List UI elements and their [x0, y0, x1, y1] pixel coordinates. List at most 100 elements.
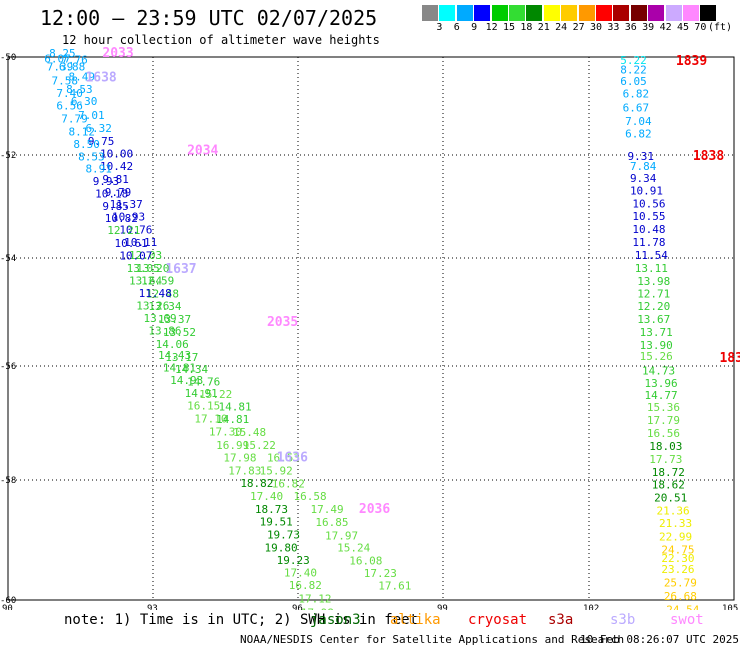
mission-altika: altika — [390, 612, 441, 628]
wave-height-value: 13.98 — [637, 275, 670, 288]
x-tick-label: 93 — [147, 604, 158, 610]
wave-height-value: 13.52 — [163, 326, 196, 339]
wave-height-value: 13.69 — [144, 312, 177, 325]
plot-frame — [7, 56, 735, 601]
wave-height-value: 8.53 — [66, 83, 93, 96]
wave-height-value: 18.03 — [649, 440, 682, 453]
wave-height-value: 15.22 — [243, 439, 276, 452]
wave-height-value: 14.81 — [163, 361, 196, 374]
wave-height-value: 14.81 — [216, 413, 249, 426]
wave-height-value: 10.42 — [100, 160, 133, 173]
wave-height-value: 16.99 — [216, 439, 249, 452]
color-scale-tick: 18 — [520, 22, 533, 33]
color-scale-tick: 39 — [642, 22, 655, 33]
mission-s3b: s3b — [610, 612, 636, 628]
wave-height-value: 16.82 — [272, 478, 305, 491]
wave-height-value: 12.03 — [129, 249, 162, 262]
wave-height-value: 6.30 — [71, 95, 98, 108]
wave-height-value: 21.36 — [657, 505, 690, 518]
wave-height-value: 6.82 — [623, 88, 650, 101]
wave-height-value: 13.64 — [129, 275, 162, 288]
mission-swot: swot — [670, 612, 704, 628]
color-scale-tick: 70 — [694, 22, 707, 33]
color-scale-swatch — [648, 5, 666, 21]
color-scale-swatch — [613, 5, 631, 21]
color-scale-tick: 6 — [453, 22, 460, 33]
wave-height-value: 17.79 — [647, 414, 680, 427]
wave-height-value: 25.79 — [664, 576, 697, 589]
y-tick-label: -54 — [0, 254, 16, 264]
wave-height-value: 19.51 — [260, 516, 293, 529]
wave-height-value: 16.08 — [349, 555, 382, 568]
wave-height-value: 7.58 — [52, 75, 78, 88]
wave-height-value: 10.00 — [100, 147, 133, 160]
wave-height-value: 21.33 — [659, 517, 692, 530]
wave-height-value: 10.82 — [105, 212, 138, 225]
wave-height-value: 13.26 — [136, 299, 169, 312]
wave-height-value: 7.04 — [625, 115, 652, 128]
wave-height-value: 13.17 — [165, 351, 198, 364]
wave-height-value: 9.81 — [102, 173, 129, 186]
wave-height-value: 11.48 — [139, 287, 172, 300]
color-scale-swatch — [474, 5, 492, 21]
wave-height-value: 8.12 — [69, 126, 96, 139]
y-tick-label: -52 — [0, 151, 16, 161]
wave-height-value: 17.40 — [250, 490, 283, 503]
color-scale-swatch — [543, 5, 561, 21]
color-scale-swatch — [456, 5, 474, 21]
wave-height-value: 13.71 — [640, 326, 673, 339]
wave-height-value: 12.20 — [637, 300, 670, 313]
wave-height-value: 16.15 — [187, 399, 220, 412]
wave-height-value: 23.26 — [661, 563, 694, 576]
wave-height-value: 10.76 — [119, 223, 152, 236]
wave-height-value: 7.39 — [47, 61, 74, 74]
wave-height-value: 10.61 — [114, 237, 147, 250]
pass-time-label: 2036 — [359, 502, 390, 517]
wave-height-value: 14.34 — [175, 363, 208, 376]
wave-height-value: 13.34 — [148, 300, 181, 313]
wave-height-value: 9.34 — [630, 172, 657, 185]
wave-height-value: 16.56 — [647, 427, 680, 440]
wave-height-value: 16.82 — [289, 579, 322, 592]
wave-height-value: 11.37 — [110, 198, 143, 211]
color-scale-tick: 15 — [502, 22, 516, 33]
wave-height-value: 19.80 — [265, 542, 298, 555]
wave-height-value: 11.54 — [635, 249, 668, 262]
wave-height-value: 10.91 — [630, 184, 663, 197]
wave-height-value: 17.98 — [301, 606, 334, 610]
wave-height-value: 13.67 — [637, 313, 670, 326]
wave-height-value: 17.49 — [311, 503, 344, 516]
wave-height-value: 6.67 — [623, 101, 650, 114]
wave-height-value: 8.53 — [78, 151, 105, 164]
wave-height-value: 15.22 — [199, 388, 232, 401]
wave-height-value: 13.96 — [644, 377, 677, 390]
wave-height-value: 17.61 — [378, 580, 411, 593]
y-tick-label: -60 — [0, 596, 16, 606]
color-scale-tick: 9 — [471, 22, 478, 33]
wave-height-value: 12.71 — [637, 288, 670, 301]
wave-height-value: 10.18 — [95, 188, 128, 201]
wave-height-value: 19.73 — [267, 529, 300, 542]
pass-time-label: 2034 — [187, 144, 218, 159]
color-scale-swatch — [439, 5, 457, 21]
wave-height-value: 17.97 — [325, 530, 358, 543]
wave-height-value: 9.31 — [628, 150, 655, 163]
color-scale-tick: 45 — [676, 22, 690, 33]
wave-height-value: 14.76 — [187, 376, 220, 389]
wave-height-value: 17.98 — [223, 452, 256, 465]
wave-height-value: 18.73 — [255, 503, 288, 516]
wave-height-value: 7.76 — [61, 54, 88, 67]
wave-height-value: 14.81 — [219, 400, 252, 413]
x-tick-label: 102 — [583, 604, 599, 610]
color-scale-tick: 12 — [485, 22, 498, 33]
wave-height-value: 17.12 — [298, 593, 331, 606]
wave-height-value: 17.40 — [284, 567, 317, 580]
page-subtitle: 12 hour collection of altimeter wave hei… — [62, 33, 380, 47]
color-scale-tick: 30 — [589, 22, 603, 33]
wave-height-value: 17.23 — [364, 567, 397, 580]
wave-height-value: 7.79 — [61, 113, 88, 126]
pass-time-label: 2035 — [267, 315, 298, 330]
color-scale-tick: 36 — [624, 22, 637, 33]
wave-height-value: 17.30 — [209, 425, 242, 438]
